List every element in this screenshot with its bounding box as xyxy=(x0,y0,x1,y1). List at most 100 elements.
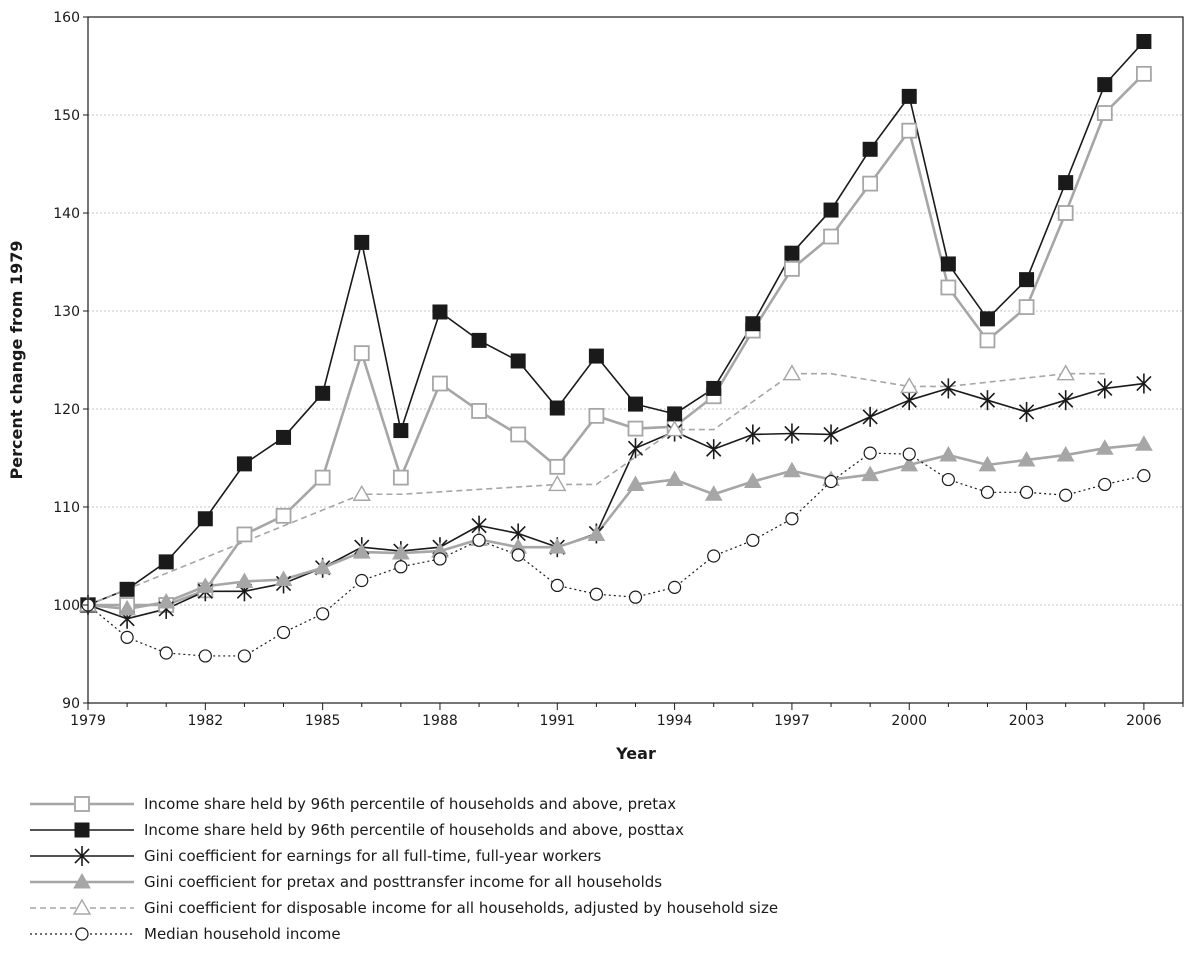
data-point xyxy=(352,484,371,501)
data-point xyxy=(159,646,173,660)
data-point xyxy=(589,587,603,601)
data-point xyxy=(940,378,956,399)
data-point xyxy=(627,420,644,437)
data-point xyxy=(314,469,331,486)
y-tick-label: 160 xyxy=(53,10,80,26)
legend: Income share held by 96th percentile of … xyxy=(30,795,778,943)
data-point xyxy=(939,446,958,462)
data-point xyxy=(354,234,370,250)
data-point xyxy=(706,439,722,460)
data-point xyxy=(1135,65,1152,82)
legend-marker xyxy=(75,927,89,941)
legend-marker xyxy=(74,796,90,812)
data-point xyxy=(120,630,134,644)
data-point xyxy=(118,599,136,616)
data-point xyxy=(1136,373,1152,394)
data-point xyxy=(1137,469,1151,483)
data-point xyxy=(352,543,371,559)
data-point xyxy=(432,304,448,320)
data-point xyxy=(862,406,878,427)
series-lines xyxy=(87,40,1145,657)
x-tick-label: 2006 xyxy=(1126,713,1162,729)
data-point xyxy=(471,332,487,348)
x-tick-label: 2003 xyxy=(1009,713,1045,729)
data-point xyxy=(471,403,487,419)
data-point xyxy=(235,572,254,588)
data-point xyxy=(1018,401,1035,422)
data-point xyxy=(863,446,877,460)
data-point xyxy=(784,245,800,261)
y-tick-label: 110 xyxy=(53,500,80,516)
data-point xyxy=(510,353,526,369)
data-point xyxy=(745,316,761,332)
data-point xyxy=(980,485,995,499)
data-point xyxy=(900,455,919,472)
data-point xyxy=(548,475,567,492)
data-point xyxy=(549,400,565,416)
x-tick-label: 1985 xyxy=(305,713,341,729)
data-point xyxy=(667,406,683,422)
data-point xyxy=(313,558,332,575)
data-point xyxy=(782,364,802,381)
y-tick-label: 100 xyxy=(53,598,80,614)
data-point xyxy=(588,407,605,424)
data-point xyxy=(587,525,606,541)
data-point xyxy=(236,526,253,543)
data-point xyxy=(901,122,918,139)
data-point xyxy=(392,469,409,486)
data-point xyxy=(745,424,761,445)
y-tick-label: 130 xyxy=(53,304,80,320)
data-point xyxy=(628,396,643,412)
data-point xyxy=(157,593,176,609)
x-tick-label: 1997 xyxy=(774,713,810,729)
x-tick-label: 1982 xyxy=(188,713,224,729)
data-point xyxy=(394,560,408,574)
data-point xyxy=(1059,488,1073,502)
data-point xyxy=(940,256,956,272)
data-point xyxy=(315,385,331,401)
data-point xyxy=(510,426,527,443)
data-point xyxy=(119,581,135,597)
data-point xyxy=(1058,175,1074,191)
legend-label: Gini coefficient for pretax and posttran… xyxy=(144,873,662,891)
data-point xyxy=(823,202,839,218)
legend-label: Income share held by 96th percentile of … xyxy=(144,821,684,839)
data-point xyxy=(1096,105,1113,121)
axis-ticks: 90 100 110 120 130 140 150 160 1979 1982 1985 1988 1… xyxy=(53,10,1184,729)
data-point xyxy=(276,625,291,640)
data-point xyxy=(743,472,762,489)
data-point xyxy=(276,429,292,445)
series-line xyxy=(88,72,1145,607)
legend-marker xyxy=(72,898,92,915)
data-point xyxy=(274,570,293,587)
data-point xyxy=(393,423,409,439)
data-point xyxy=(549,458,566,475)
data-point xyxy=(391,544,410,560)
data-point xyxy=(746,533,760,547)
data-point xyxy=(665,420,684,437)
data-point xyxy=(665,470,684,487)
data-point xyxy=(783,461,801,478)
data-point xyxy=(979,332,996,349)
gridlines xyxy=(88,114,1183,606)
data-point xyxy=(196,577,215,593)
data-point xyxy=(237,649,252,663)
data-point xyxy=(941,472,955,487)
data-point xyxy=(1098,477,1112,492)
data-point xyxy=(1019,272,1035,288)
data-point xyxy=(432,375,448,392)
data-point xyxy=(862,175,879,192)
data-point xyxy=(1136,34,1152,49)
data-point xyxy=(940,279,957,296)
series-markers xyxy=(78,34,1153,663)
data-point xyxy=(824,474,838,489)
data-point xyxy=(1057,205,1074,221)
data-point xyxy=(548,538,567,554)
x-axis-title: Year xyxy=(615,744,656,763)
data-point xyxy=(785,512,799,526)
data-point xyxy=(1135,435,1153,451)
data-point xyxy=(704,485,723,501)
data-point xyxy=(355,573,369,588)
data-point xyxy=(1056,446,1075,462)
